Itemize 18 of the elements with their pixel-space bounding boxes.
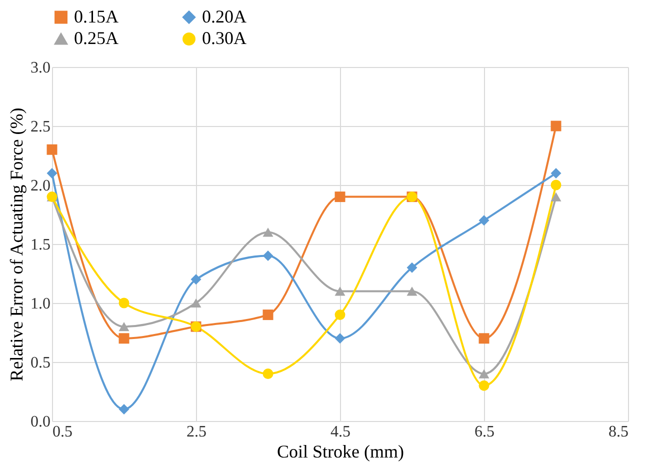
y-axis-title: Relative Error of Actuating Force (%) <box>6 108 26 382</box>
y-tick-label: 3.0 <box>30 60 50 76</box>
x-tick-label: 0.5 <box>52 424 72 440</box>
legend-label: 0.30A <box>202 28 246 48</box>
x-axis-title: Coil Stroke (mm) <box>277 442 404 462</box>
y-tick-label: 0.5 <box>30 354 50 372</box>
legend-label: 0.25A <box>74 28 118 48</box>
y-tick-label: 1.5 <box>30 236 50 254</box>
legend-label: 0.15A <box>74 6 118 26</box>
y-tick-label: 0.0 <box>30 414 50 430</box>
x-tick-label: 2.5 <box>186 424 206 440</box>
y-tick-label: 2.5 <box>30 118 50 136</box>
x-tick-label: 6.5 <box>474 424 494 440</box>
x-tick-label: 4.5 <box>330 424 350 440</box>
x-tick-label: 8.5 <box>608 424 628 440</box>
y-tick-label: 2.0 <box>30 178 50 194</box>
y-tick-label: 1.0 <box>30 296 50 312</box>
legend-label: 0.20A <box>202 6 246 26</box>
